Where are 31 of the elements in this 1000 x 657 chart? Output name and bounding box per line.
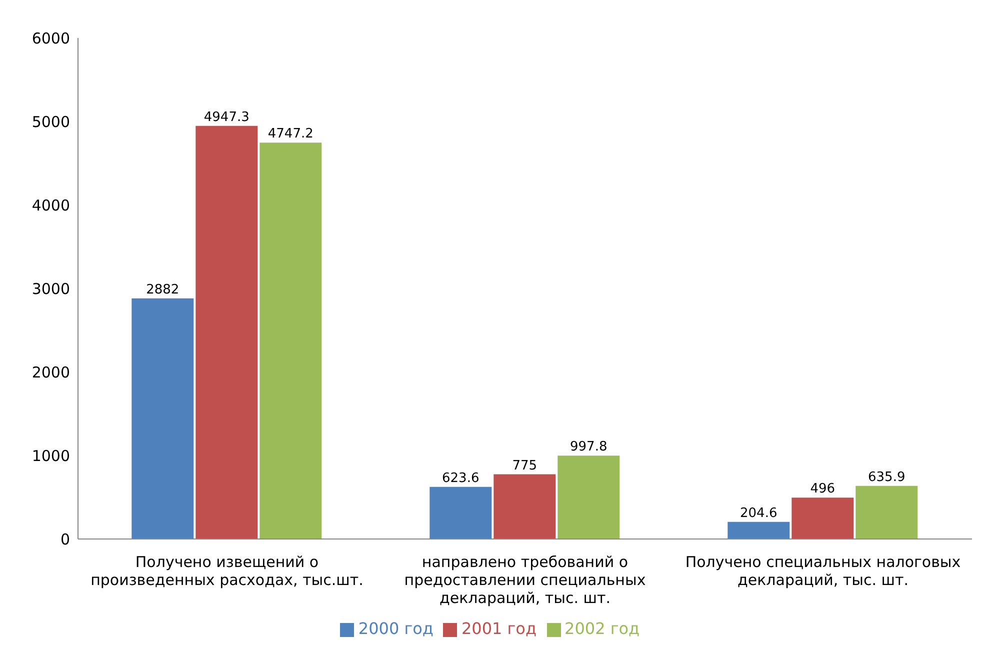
bar xyxy=(856,486,918,539)
bar xyxy=(558,456,620,539)
y-tick-label: 5000 xyxy=(32,112,70,131)
y-tick-label: 1000 xyxy=(32,446,70,465)
y-tick-label: 2000 xyxy=(32,363,70,382)
data-label: 204.6 xyxy=(740,506,778,521)
y-tick-label: 3000 xyxy=(32,280,70,298)
data-label: 496 xyxy=(810,482,836,497)
x-tick-label: направлено требований о предоставлении специальных деклараций, тыс. шт. xyxy=(404,553,646,607)
y-tick-label: 0 xyxy=(60,530,70,548)
x-tick-label: Получено извещений о произведенных расходах, тыс.шт. xyxy=(90,553,364,589)
bar xyxy=(132,298,194,539)
data-label: 775 xyxy=(512,458,538,474)
legend-label: 2002 год xyxy=(564,619,640,638)
data-label: 635.9 xyxy=(868,470,906,485)
data-label: 997.8 xyxy=(570,440,608,455)
data-label: 4947.3 xyxy=(204,110,250,125)
y-tick-label: 4000 xyxy=(32,196,70,214)
bar xyxy=(196,126,258,539)
legend-label: 2001 год xyxy=(461,619,537,638)
legend-label: 2000 год xyxy=(358,619,434,638)
bar xyxy=(728,522,790,539)
y-tick-label: 6000 xyxy=(32,29,70,48)
bar xyxy=(494,474,556,539)
bar xyxy=(792,498,854,539)
bar xyxy=(430,486,492,539)
bar xyxy=(260,142,322,539)
data-label: 623.6 xyxy=(442,470,480,486)
data-label: 4747.2 xyxy=(268,126,314,142)
data-label: 2882 xyxy=(146,282,180,298)
x-tick-label: Получено специальных налоговых деклараций, тыс. шт. xyxy=(685,553,961,589)
